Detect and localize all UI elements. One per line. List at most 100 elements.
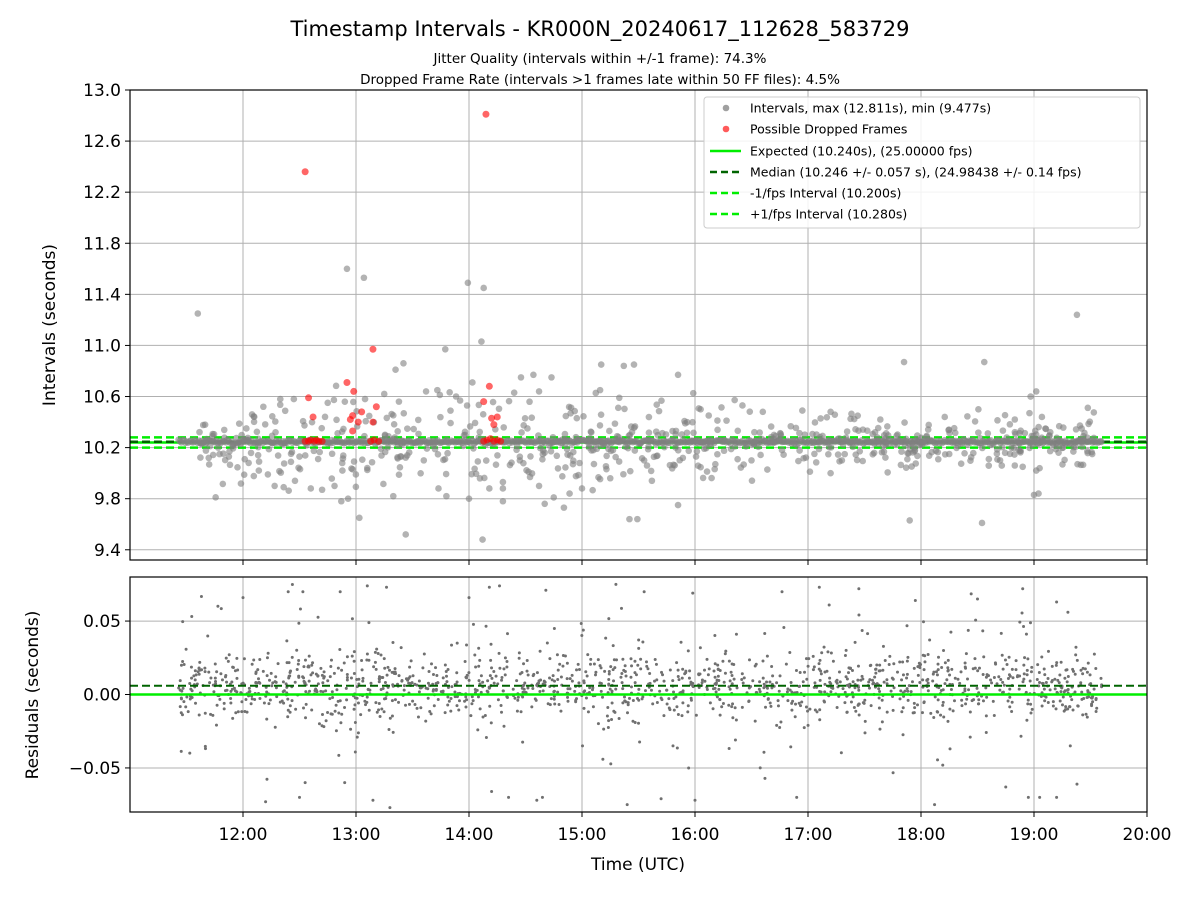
interval-point bbox=[626, 515, 633, 523]
residual-point bbox=[966, 628, 970, 632]
interval-point bbox=[941, 413, 949, 421]
residual-point bbox=[844, 675, 848, 679]
residual-point bbox=[1003, 658, 1007, 662]
interval-point bbox=[1001, 449, 1009, 457]
residual-point bbox=[345, 678, 349, 682]
residual-point bbox=[388, 668, 392, 672]
residual-point bbox=[1053, 677, 1057, 681]
residual-point bbox=[345, 673, 349, 677]
residual-point bbox=[265, 777, 269, 781]
interval-point bbox=[383, 414, 391, 422]
residual-point bbox=[874, 671, 878, 675]
residual-point bbox=[322, 675, 326, 679]
residual-point bbox=[916, 665, 920, 669]
interval-point bbox=[510, 389, 518, 396]
residual-point bbox=[235, 676, 239, 680]
residual-point bbox=[921, 678, 925, 682]
interval-point bbox=[848, 410, 855, 418]
interval-point bbox=[806, 468, 814, 476]
residual-point bbox=[304, 716, 308, 720]
residual-point bbox=[443, 663, 447, 667]
residual-point bbox=[1058, 699, 1062, 703]
residual-point bbox=[1017, 687, 1021, 691]
interval-point bbox=[590, 460, 598, 468]
interval-point bbox=[461, 428, 469, 436]
interval-point bbox=[521, 414, 529, 422]
residual-point bbox=[453, 695, 457, 699]
residual-point bbox=[548, 676, 552, 680]
residual-point bbox=[490, 676, 494, 680]
residual-point bbox=[867, 680, 871, 684]
residual-point bbox=[620, 672, 624, 676]
residual-point bbox=[1014, 668, 1018, 672]
residual-point bbox=[665, 702, 669, 706]
residual-point bbox=[376, 651, 380, 655]
residual-point bbox=[215, 670, 219, 674]
dropped-frame-point bbox=[497, 437, 505, 445]
residual-point bbox=[284, 682, 288, 686]
residual-point bbox=[1095, 706, 1099, 710]
interval-point bbox=[945, 450, 953, 458]
interval-point bbox=[898, 448, 905, 455]
residual-point bbox=[488, 674, 492, 678]
residual-point bbox=[662, 679, 666, 683]
residual-point bbox=[637, 698, 641, 702]
residual-point bbox=[516, 695, 520, 699]
residual-point bbox=[295, 648, 299, 652]
interval-point bbox=[631, 447, 639, 454]
residual-point bbox=[591, 686, 595, 690]
interval-point bbox=[237, 480, 245, 487]
residual-point bbox=[250, 697, 254, 701]
interval-point bbox=[434, 451, 442, 458]
residual-point bbox=[470, 695, 474, 699]
interval-point bbox=[620, 470, 627, 478]
residual-point bbox=[208, 681, 212, 685]
interval-point bbox=[390, 421, 398, 428]
residual-point bbox=[681, 667, 685, 671]
residual-point bbox=[1026, 702, 1030, 706]
residual-point bbox=[877, 696, 881, 700]
residual-point bbox=[1044, 680, 1048, 684]
residual-point bbox=[722, 680, 726, 684]
interval-point bbox=[417, 469, 424, 477]
interval-point bbox=[1074, 437, 1082, 444]
interval-point bbox=[1059, 444, 1066, 452]
interval-point bbox=[1015, 446, 1022, 454]
interval-point bbox=[975, 406, 982, 413]
interval-point bbox=[1046, 447, 1054, 455]
top-plot-frame bbox=[129, 89, 1148, 561]
interval-point bbox=[250, 418, 258, 426]
residual-point bbox=[517, 656, 521, 660]
bottom-reference-lines bbox=[130, 684, 1147, 696]
interval-point bbox=[770, 439, 777, 447]
residual-point bbox=[728, 687, 732, 691]
residual-point bbox=[184, 705, 188, 709]
residual-point bbox=[319, 666, 323, 670]
residual-point bbox=[1046, 676, 1050, 680]
residual-point bbox=[483, 713, 487, 717]
residual-point bbox=[417, 679, 421, 683]
interval-point bbox=[452, 393, 460, 400]
interval-point bbox=[444, 449, 451, 457]
residual-point bbox=[548, 657, 552, 661]
residual-point bbox=[1028, 621, 1032, 625]
residual-point bbox=[607, 719, 611, 723]
interval-point bbox=[884, 423, 891, 430]
interval-point bbox=[271, 482, 278, 490]
residual-point bbox=[407, 681, 411, 685]
residual-point bbox=[901, 673, 905, 677]
residual-point bbox=[486, 679, 490, 683]
interval-point bbox=[562, 464, 569, 471]
residual-point bbox=[568, 677, 572, 681]
interval-point bbox=[563, 445, 571, 453]
legend: Intervals, max (12.811s), min (9.477s) P… bbox=[703, 96, 1141, 229]
interval-point bbox=[671, 462, 679, 469]
residual-point bbox=[1039, 695, 1043, 699]
residual-point bbox=[264, 800, 268, 804]
residual-point bbox=[863, 698, 867, 702]
residual-point bbox=[619, 606, 623, 610]
residual-point bbox=[586, 653, 590, 657]
residual-point bbox=[411, 699, 415, 703]
interval-point bbox=[714, 426, 721, 434]
residual-point bbox=[200, 668, 204, 672]
